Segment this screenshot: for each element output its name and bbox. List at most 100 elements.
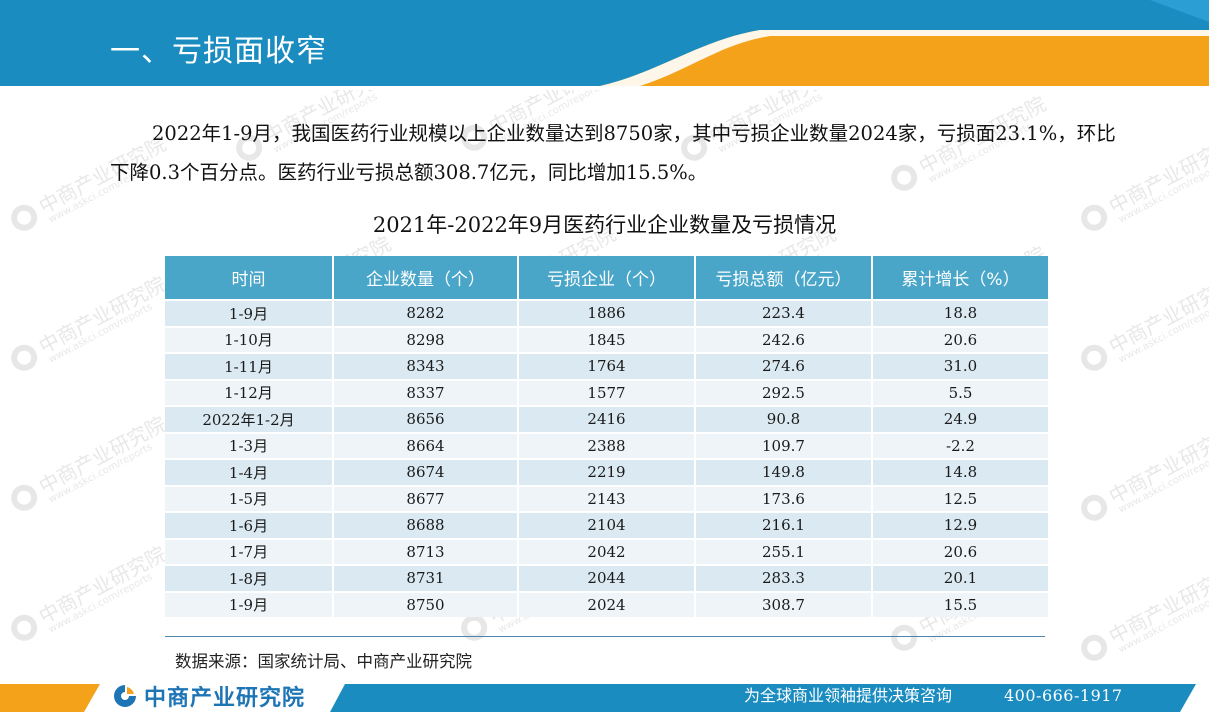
cell-loss-enterprises: 2143 (518, 484, 696, 512)
cell-cumulative-growth: 24.9 (872, 405, 1048, 433)
cell-loss-enterprises: 1577 (518, 378, 696, 406)
watermark-logo-icon (6, 340, 42, 376)
cell-enterprise-count: 8664 (333, 431, 519, 459)
header-enterprise-count: 企业数量（个） (333, 256, 519, 300)
table-row: 1-11月 8343 1764 274.6 31.0 (165, 352, 1048, 380)
cell-total-loss: 242.6 (695, 325, 873, 353)
cell-enterprise-count: 8688 (333, 511, 519, 539)
cell-total-loss: 308.7 (695, 590, 873, 617)
cell-cumulative-growth: 20.6 (872, 537, 1048, 565)
table-row: 1-7月 8713 2042 255.1 20.6 (165, 537, 1048, 565)
cell-total-loss: 216.1 (695, 511, 873, 539)
cell-time: 1-9月 (165, 590, 334, 617)
footer-bar (0, 680, 1209, 718)
watermark-logo-icon (1076, 630, 1112, 666)
cell-time: 1-5月 (165, 484, 334, 512)
cell-time: 1-12月 (165, 378, 334, 406)
company-logo: 中商产业研究院 (112, 682, 306, 711)
table-row: 1-8月 8731 2044 283.3 20.1 (165, 564, 1048, 592)
watermark-logo-icon (1076, 340, 1112, 376)
cell-time: 1-11月 (165, 352, 334, 380)
cell-time: 2022年1-2月 (165, 405, 334, 433)
cell-cumulative-growth: 14.8 (872, 458, 1048, 486)
header-background (0, 0, 1209, 86)
cell-total-loss: 109.7 (695, 431, 873, 459)
cell-loss-enterprises: 2388 (518, 431, 696, 459)
cell-loss-enterprises: 2042 (518, 537, 696, 565)
table-row: 1-10月 8298 1845 242.6 20.6 (165, 325, 1048, 353)
cell-total-loss: 274.6 (695, 352, 873, 380)
cell-enterprise-count: 8343 (333, 352, 519, 380)
cell-total-loss: 173.6 (695, 484, 873, 512)
header-total-loss: 亏损总额（亿元） (695, 256, 873, 300)
header-banner: 一、亏损面收窄 (0, 0, 1209, 86)
cell-time: 1-10月 (165, 325, 334, 353)
watermark-logo-icon (886, 620, 922, 656)
cell-enterprise-count: 8298 (333, 325, 519, 353)
footer-phone: 400-666-1917 (1004, 686, 1123, 705)
data-source: 数据来源：国家统计局、中商产业研究院 (175, 652, 472, 671)
cell-enterprise-count: 8750 (333, 590, 519, 617)
header-cumulative-growth: 累计增长（%） (872, 256, 1048, 300)
footer-slogan: 为全球商业领袖提供决策咨询 (744, 686, 953, 705)
cell-enterprise-count: 8713 (333, 537, 519, 565)
table-row: 1-5月 8677 2143 173.6 12.5 (165, 484, 1048, 512)
cell-total-loss: 292.5 (695, 378, 873, 406)
logo-mark-icon (112, 683, 138, 709)
cell-cumulative-growth: 12.5 (872, 484, 1048, 512)
cell-time: 1-3月 (165, 431, 334, 459)
cell-cumulative-growth: 31.0 (872, 352, 1048, 380)
cell-cumulative-growth: 20.6 (872, 325, 1048, 353)
divider-line (165, 636, 1045, 637)
cell-loss-enterprises: 2416 (518, 405, 696, 433)
data-table: 时间 企业数量（个） 亏损企业（个） 亏损总额（亿元） 累计增长（%） 1-9月… (165, 256, 1048, 617)
table-row: 1-6月 8688 2104 216.1 12.9 (165, 511, 1048, 539)
cell-cumulative-growth: 15.5 (872, 590, 1048, 617)
table-row: 1-9月 8282 1886 223.4 18.8 (165, 299, 1048, 327)
cell-cumulative-growth: 12.9 (872, 511, 1048, 539)
cell-cumulative-growth: 20.1 (872, 564, 1048, 592)
cell-loss-enterprises: 2044 (518, 564, 696, 592)
page-title: 一、亏损面收窄 (110, 34, 327, 69)
table-header-row: 时间 企业数量（个） 亏损企业（个） 亏损总额（亿元） 累计增长（%） (165, 256, 1048, 300)
cell-time: 1-8月 (165, 564, 334, 592)
cell-loss-enterprises: 2104 (518, 511, 696, 539)
cell-total-loss: 223.4 (695, 299, 873, 327)
header-time: 时间 (165, 256, 334, 300)
cell-loss-enterprises: 1764 (518, 352, 696, 380)
cell-cumulative-growth: 5.5 (872, 378, 1048, 406)
cell-time: 1-6月 (165, 511, 334, 539)
watermark-logo-icon (1076, 490, 1112, 526)
cell-enterprise-count: 8282 (333, 299, 519, 327)
cell-time: 1-4月 (165, 458, 334, 486)
data-table-container: 时间 企业数量（个） 亏损企业（个） 亏损总额（亿元） 累计增长（%） 1-9月… (165, 256, 1048, 617)
cell-enterprise-count: 8731 (333, 564, 519, 592)
cell-time: 1-7月 (165, 537, 334, 565)
table-row: 2022年1-2月 8656 2416 90.8 24.9 (165, 405, 1048, 433)
table-row: 1-12月 8337 1577 292.5 5.5 (165, 378, 1048, 406)
cell-enterprise-count: 8337 (333, 378, 519, 406)
cell-total-loss: 149.8 (695, 458, 873, 486)
cell-enterprise-count: 8677 (333, 484, 519, 512)
cell-enterprise-count: 8674 (333, 458, 519, 486)
cell-loss-enterprises: 1886 (518, 299, 696, 327)
table-row: 1-9月 8750 2024 308.7 15.5 (165, 590, 1048, 617)
cell-total-loss: 90.8 (695, 405, 873, 433)
summary-paragraph: 2022年1-9月，我国医药行业规模以上企业数量达到8750家，其中亏损企业数量… (110, 122, 1116, 184)
watermark-logo-icon (6, 480, 42, 516)
cell-time: 1-9月 (165, 299, 334, 327)
header-loss-enterprises: 亏损企业（个） (518, 256, 696, 300)
cell-enterprise-count: 8656 (333, 405, 519, 433)
logo-text: 中商产业研究院 (144, 686, 306, 711)
cell-cumulative-growth: -2.2 (872, 431, 1048, 459)
footer-background (0, 684, 1196, 712)
cell-loss-enterprises: 1845 (518, 325, 696, 353)
table-row: 1-3月 8664 2388 109.7 -2.2 (165, 431, 1048, 459)
table-body: 1-9月 8282 1886 223.4 18.8 1-10月 8298 1845 242.6 2… (165, 299, 1048, 617)
